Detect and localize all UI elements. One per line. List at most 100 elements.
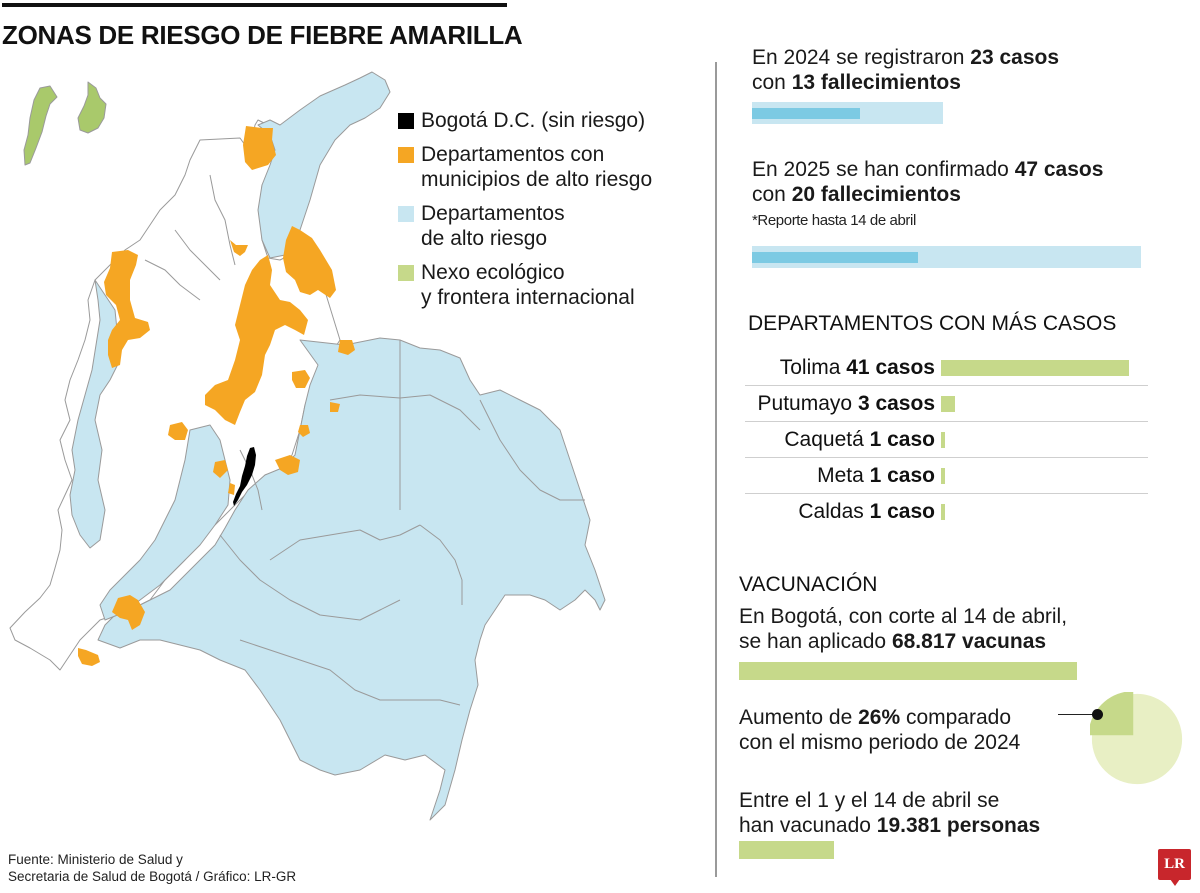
bar-2024-deaths	[752, 108, 860, 119]
colombia-risk-map	[9, 71, 606, 821]
week-line2: han vacunado	[739, 814, 877, 837]
dept-row-tolima: Tolima 41 casos	[745, 350, 1148, 386]
dept-row-caldas: Caldas 1 caso	[745, 494, 1148, 530]
legend-label: Bogotá D.C. (sin riesgo)	[421, 109, 646, 132]
dept-value: 1 caso	[869, 463, 935, 487]
vertical-divider	[715, 62, 717, 877]
orange-cauca	[112, 595, 145, 630]
lr-logo-tail	[1170, 879, 1180, 886]
dept-name: Tolima	[779, 355, 841, 379]
vaccination-line2: se han aplicado	[739, 630, 892, 653]
increase-pre: Aumento de	[739, 706, 859, 729]
pie-leader-line	[1058, 714, 1096, 715]
legend-item-departamentos-alto-riesgo: Departamentos de alto riesgo	[398, 201, 652, 251]
dept-bar	[941, 359, 1129, 376]
legend-swatch-green	[398, 265, 414, 281]
map-legend: Bogotá D.C. (sin riesgo) Departamentos c…	[398, 108, 652, 319]
dept-bar	[941, 395, 955, 412]
pie-leader-dot	[1092, 709, 1103, 720]
dept-name: Caquetá	[784, 427, 864, 451]
dept-row-meta: Meta 1 caso	[745, 458, 1148, 494]
vaccination-total-bar	[739, 662, 1077, 680]
legend-item-nexo-ecologico: Nexo ecológico y frontera internacional	[398, 260, 652, 310]
vaccination-total-text: En Bogotá, con corte al 14 de abril, se …	[739, 604, 1067, 654]
dept-name: Meta	[817, 463, 864, 487]
stat-2025-cases: 47 casos	[1014, 158, 1104, 181]
stat-2025-text2: con	[752, 183, 792, 206]
pie-slice-increase	[1090, 692, 1134, 736]
bar-2025-cases	[752, 246, 1141, 268]
dept-bar	[941, 504, 945, 520]
orange-boyaca-small	[292, 370, 310, 388]
page-title: ZONAS DE RIESGO DE FIEBRE AMARILLA	[2, 20, 523, 50]
stat-2025-deaths: 20 fallecimientos	[791, 183, 961, 206]
bar-2024-cases	[752, 102, 943, 124]
legend-item-municipios-alto-riesgo: Departamentos con municipios de alto rie…	[398, 142, 652, 192]
dept-value: 1 caso	[869, 500, 935, 523]
island-providencia	[77, 81, 107, 134]
stat-2024-text2: con	[752, 71, 792, 94]
orange-small-bolivar	[230, 240, 248, 256]
dept-name: Putumayo	[757, 391, 853, 415]
vaccination-total: 68.817 vacunas	[891, 630, 1047, 653]
orange-tolima	[213, 460, 228, 478]
stat-2025: En 2025 se han confirmado 47 casos con 2…	[752, 157, 1103, 207]
stat-2024-text: En 2024 se registraron	[752, 46, 971, 69]
legend-swatch-orange	[398, 147, 414, 163]
orange-atlantico	[243, 126, 276, 170]
lr-logo: LR	[1158, 849, 1191, 880]
bar-2025-deaths	[752, 252, 918, 263]
dept-row-caqueta: Caquetá 1 caso	[745, 422, 1148, 458]
legend-swatch-light-blue	[398, 206, 414, 222]
legend-item-bogota: Bogotá D.C. (sin riesgo)	[398, 108, 652, 133]
dept-name: Caldas	[798, 500, 864, 523]
dept-guajira-cesar	[257, 71, 391, 259]
increase-pie-chart	[1090, 692, 1183, 785]
dept-bar	[941, 467, 945, 484]
increase-post: comparado	[900, 706, 1012, 729]
increase-line2: con el mismo periodo de 2024	[739, 731, 1021, 754]
orange-tolima-s	[228, 483, 235, 495]
orange-putumayo	[78, 648, 100, 666]
island-san-andres	[23, 85, 58, 166]
departments-title: DEPARTAMENTOS CON MÁS CASOS	[748, 312, 1117, 335]
vaccination-increase-text: Aumento de 26% comparado con el mismo pe…	[739, 705, 1020, 755]
legend-label: Departamentos de alto riesgo	[421, 202, 565, 250]
increase-percent: 26%	[858, 706, 901, 729]
dept-east-south	[97, 337, 606, 821]
legend-label: Departamentos con municipios de alto rie…	[421, 143, 653, 191]
stat-2024-cases: 23 casos	[970, 46, 1060, 69]
vaccination-week-text: Entre el 1 y el 14 de abril se han vacun…	[739, 788, 1040, 838]
orange-antioquia-west	[104, 250, 150, 368]
report-note: *Reporte hasta 14 de abril	[752, 212, 916, 229]
orange-meta	[275, 455, 300, 475]
dept-value: 41 casos	[846, 355, 935, 379]
stat-2024-deaths: 13 fallecimientos	[791, 71, 961, 94]
dept-label: Caquetá 1 caso	[745, 428, 941, 452]
orange-santander-big	[205, 255, 308, 425]
dept-label: Caldas 1 caso	[745, 500, 941, 524]
dept-label: Tolima 41 casos	[745, 356, 941, 380]
vaccination-title: VACUNACIÓN	[739, 573, 878, 596]
dept-label: Putumayo 3 casos	[745, 392, 941, 416]
dept-label: Meta 1 caso	[745, 464, 941, 488]
stat-2024: En 2024 se registraron 23 casos con 13 f…	[752, 45, 1059, 95]
top-rule	[2, 3, 507, 7]
dept-value: 1 caso	[869, 427, 935, 451]
orange-casanare	[330, 402, 340, 412]
vaccination-week-bar	[739, 841, 834, 859]
orange-caldas	[168, 422, 188, 440]
legend-swatch-black	[398, 113, 414, 129]
dept-bar	[941, 431, 945, 448]
orange-cesar	[283, 226, 336, 298]
orange-arauca	[338, 340, 355, 355]
dept-value: 3 casos	[857, 391, 935, 415]
source-credit: Fuente: Ministerio de Salud y Secretaria…	[8, 852, 297, 884]
stat-2025-text: En 2025 se han confirmado	[752, 158, 1015, 181]
vaccination-line1: En Bogotá, con corte al 14 de abril,	[739, 605, 1068, 628]
bogota-shape	[233, 447, 256, 506]
legend-label: Nexo ecológico y frontera internacional	[421, 261, 635, 309]
dept-row-putumayo: Putumayo 3 casos	[745, 386, 1148, 422]
week-line1: Entre el 1 y el 14 de abril se	[739, 789, 1000, 812]
departments-list: Tolima 41 casos Putumayo 3 casos Caquetá…	[745, 350, 1148, 530]
